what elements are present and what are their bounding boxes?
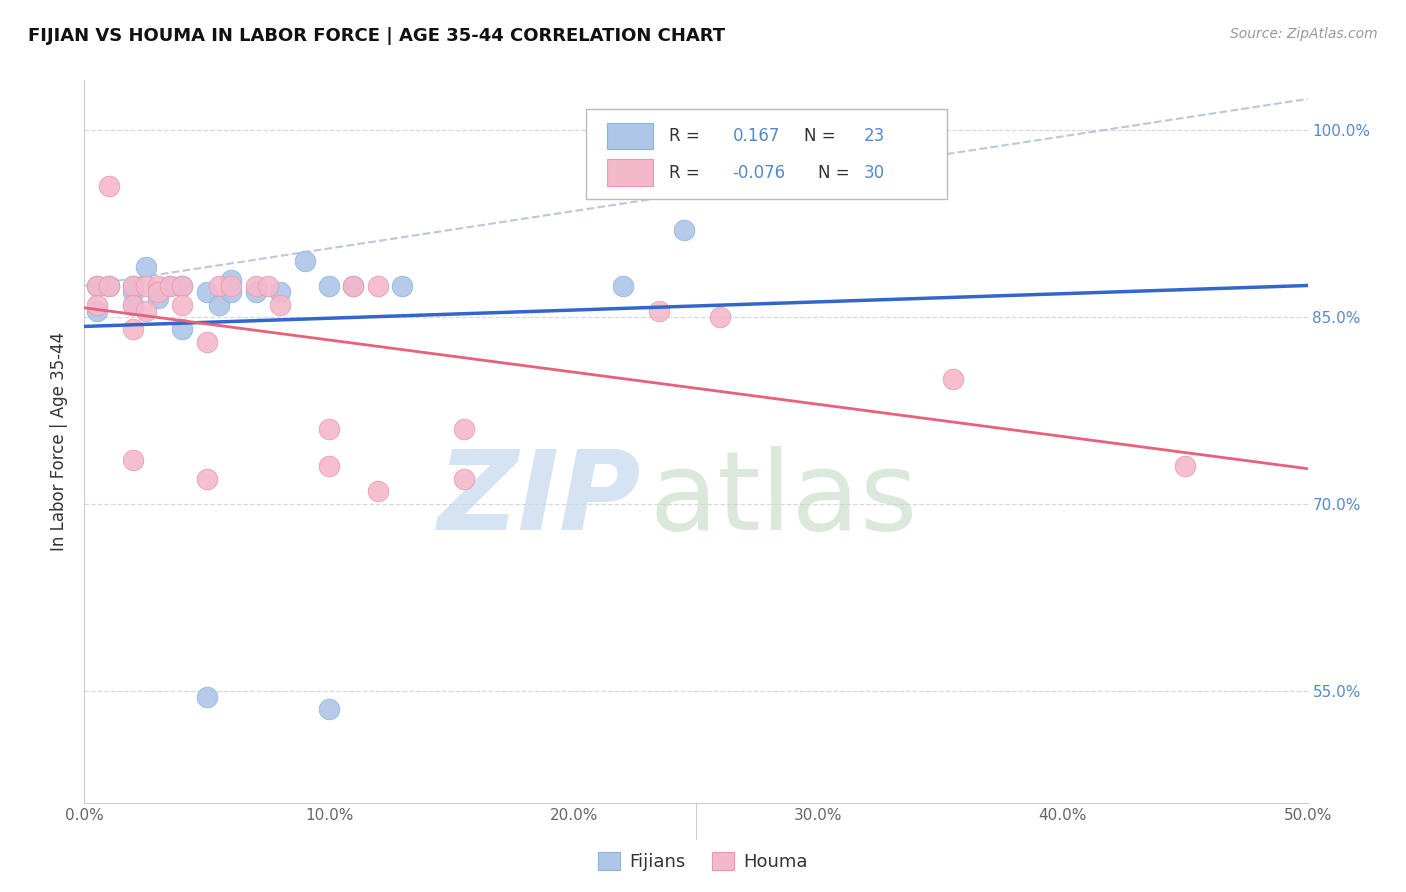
Text: atlas: atlas	[650, 446, 918, 553]
Point	[318, 278, 340, 293]
Point	[135, 303, 157, 318]
Point	[172, 322, 194, 336]
Text: ZIP: ZIP	[437, 446, 641, 553]
Bar	[606, 160, 654, 186]
Point	[97, 278, 120, 293]
Point	[195, 334, 218, 349]
Point	[135, 260, 157, 274]
Text: 23: 23	[863, 127, 884, 145]
Point	[172, 278, 194, 293]
Text: N =: N =	[804, 127, 841, 145]
Point	[97, 179, 120, 194]
Point	[122, 278, 145, 293]
Point	[219, 285, 242, 299]
Point	[122, 297, 145, 311]
Point	[269, 285, 291, 299]
Text: FIJIAN VS HOUMA IN LABOR FORCE | AGE 35-44 CORRELATION CHART: FIJIAN VS HOUMA IN LABOR FORCE | AGE 35-…	[28, 27, 725, 45]
Point	[159, 278, 181, 293]
Point	[342, 278, 364, 293]
Point	[318, 459, 340, 474]
Point	[122, 453, 145, 467]
Point	[122, 278, 145, 293]
Y-axis label: In Labor Force | Age 35-44: In Labor Force | Age 35-44	[51, 332, 69, 551]
Point	[709, 310, 731, 324]
Point	[86, 297, 108, 311]
Text: R =: R =	[669, 127, 704, 145]
Point	[219, 278, 242, 293]
Point	[367, 278, 389, 293]
Point	[146, 291, 169, 305]
Point	[146, 278, 169, 293]
Text: Source: ZipAtlas.com: Source: ZipAtlas.com	[1230, 27, 1378, 41]
Point	[122, 297, 145, 311]
Point	[367, 484, 389, 499]
FancyBboxPatch shape	[586, 109, 946, 200]
Text: 30: 30	[863, 163, 884, 182]
Point	[391, 278, 413, 293]
Point	[195, 472, 218, 486]
Point	[208, 297, 231, 311]
Point	[453, 422, 475, 436]
Point	[97, 278, 120, 293]
Point	[219, 272, 242, 286]
Point	[208, 278, 231, 293]
Point	[942, 372, 965, 386]
Point	[294, 254, 316, 268]
Point	[135, 278, 157, 293]
Legend: Fijians, Houma: Fijians, Houma	[591, 845, 815, 879]
Point	[122, 322, 145, 336]
Point	[172, 278, 194, 293]
Text: -0.076: -0.076	[733, 163, 786, 182]
Bar	[606, 123, 654, 149]
Point	[86, 303, 108, 318]
Text: R =: R =	[669, 163, 704, 182]
Point	[146, 285, 169, 299]
Point	[612, 278, 634, 293]
Point	[172, 297, 194, 311]
Point	[342, 278, 364, 293]
Point	[195, 285, 218, 299]
Point	[245, 285, 267, 299]
Point	[318, 702, 340, 716]
Point	[453, 472, 475, 486]
Point	[648, 303, 671, 318]
Point	[86, 278, 108, 293]
Point	[245, 278, 267, 293]
Point	[159, 278, 181, 293]
Text: N =: N =	[818, 163, 855, 182]
Point	[318, 422, 340, 436]
Point	[257, 278, 280, 293]
Point	[122, 285, 145, 299]
Point	[269, 297, 291, 311]
Text: 0.167: 0.167	[733, 127, 780, 145]
Point	[672, 223, 695, 237]
Point	[86, 278, 108, 293]
Point	[1174, 459, 1197, 474]
Point	[195, 690, 218, 704]
